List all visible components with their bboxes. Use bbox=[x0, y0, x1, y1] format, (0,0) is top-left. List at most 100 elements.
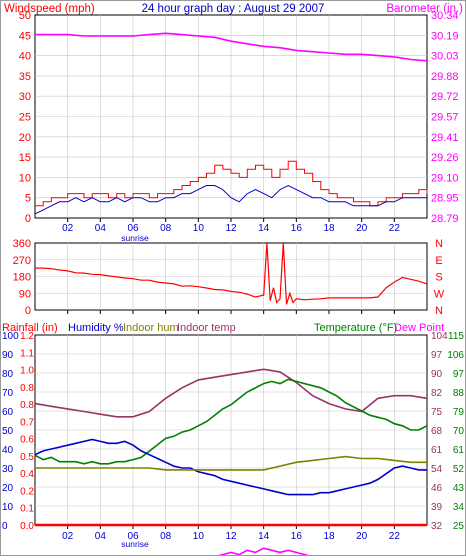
y-tick-label-humidity: 100 bbox=[2, 331, 19, 342]
y-tick-label-wind: 10 bbox=[19, 172, 31, 184]
y-tick-label-humidity: 0 bbox=[2, 521, 8, 532]
y-tick-label-baro: 29.10 bbox=[431, 172, 459, 184]
y-tick-label-humidity: 50 bbox=[2, 426, 14, 437]
y-tick-label-temperature: 52 bbox=[453, 464, 465, 475]
y-tick-label-indoor-temp: 46 bbox=[431, 483, 443, 494]
y-tick-label-baro: 29.72 bbox=[431, 91, 459, 103]
x-tick-label: 22 bbox=[389, 223, 401, 234]
series-line-wind-gust bbox=[35, 160, 428, 207]
y-tick-label-temperature: 106 bbox=[447, 350, 464, 361]
y-tick-label-humidity: 90 bbox=[2, 350, 14, 361]
y-tick-label-rain: 0.4 bbox=[20, 469, 34, 480]
rainfall-axis-label: Rainfall (in) bbox=[2, 322, 58, 334]
y-tick-label-wind: 0 bbox=[25, 213, 31, 225]
y-tick-label-rain: 0.7 bbox=[20, 417, 34, 428]
y-tick-label-humidity: 60 bbox=[2, 407, 14, 418]
compass-label: S bbox=[435, 272, 442, 284]
y-tick-label-direction: 270 bbox=[13, 255, 31, 267]
y-tick-label-baro: 28.95 bbox=[431, 193, 459, 205]
series-line-indoor-humidity bbox=[35, 455, 427, 471]
y-tick-label-humidity: 20 bbox=[2, 483, 14, 494]
x-tick-label: 18 bbox=[323, 223, 335, 234]
compass-label: E bbox=[435, 255, 442, 267]
x-tick-label: 08 bbox=[160, 223, 172, 234]
dewpoint-axis-label: Dew Point bbox=[394, 322, 444, 334]
series-line-wind-direction bbox=[35, 242, 428, 305]
compass-label: N bbox=[435, 305, 443, 317]
y-tick-label-humidity: 40 bbox=[2, 445, 14, 456]
barometer-axis-label: Barometer (in.) bbox=[386, 3, 463, 15]
x-tick-label: 20 bbox=[356, 531, 368, 542]
x-tick-label: 14 bbox=[258, 223, 270, 234]
x-tick-label: 16 bbox=[291, 531, 303, 542]
y-tick-label-temperature: 25 bbox=[453, 521, 465, 532]
y-tick-label-indoor-temp: 32 bbox=[431, 521, 443, 532]
x-tick-label: 10 bbox=[193, 223, 205, 234]
y-tick-label-temperature: 70 bbox=[453, 426, 465, 437]
y-tick-label-indoor-temp: 90 bbox=[431, 369, 443, 380]
series-line-humidity bbox=[34, 438, 427, 496]
y-tick-label-temperature: 79 bbox=[453, 407, 465, 418]
compass-label: W bbox=[434, 288, 445, 300]
sunrise-label-top: sunrise bbox=[121, 233, 149, 243]
y-tick-label-direction: 180 bbox=[13, 272, 31, 284]
y-tick-label-indoor-temp: 97 bbox=[431, 350, 443, 361]
sunrise-label-bottom: sunrise bbox=[121, 539, 149, 549]
y-tick-label-wind: 45 bbox=[19, 30, 31, 42]
indoor-temp-axis-label: Indoor temp bbox=[177, 322, 236, 334]
y-tick-label-indoor-temp: 61 bbox=[431, 445, 443, 456]
y-tick-label-temperature: 61 bbox=[453, 445, 465, 456]
y-tick-label-wind: 35 bbox=[19, 71, 31, 83]
temperature-axis-label: Temperature (°F) bbox=[314, 322, 397, 334]
y-tick-label-rain: 0.6 bbox=[20, 435, 34, 446]
x-tick-label: 20 bbox=[356, 223, 368, 234]
x-tick-label: 08 bbox=[160, 531, 172, 542]
y-tick-label-baro: 29.57 bbox=[431, 112, 459, 124]
y-tick-label-temperature: 88 bbox=[453, 388, 465, 399]
x-tick-label: 12 bbox=[225, 531, 237, 542]
y-tick-label-baro: 30.19 bbox=[431, 30, 459, 42]
y-tick-label-baro: 29.26 bbox=[431, 152, 459, 164]
x-tick-label: 02 bbox=[62, 223, 74, 234]
windspeed-axis-label: Windspeed (mph) bbox=[4, 3, 95, 15]
series-line-dew-point bbox=[182, 547, 346, 560]
y-tick-label-direction: 90 bbox=[19, 288, 31, 300]
y-tick-label-indoor-temp: 75 bbox=[431, 407, 443, 418]
x-tick-label: 10 bbox=[193, 531, 205, 542]
y-tick-label-wind: 5 bbox=[25, 193, 31, 205]
y-tick-label-baro: 29.88 bbox=[431, 71, 459, 83]
y-tick-label-rain: 0.0 bbox=[20, 521, 34, 532]
indoor-hum-axis-label: Indoor hum bbox=[123, 322, 179, 334]
x-tick-label: 04 bbox=[95, 223, 107, 234]
y-tick-label-indoor-temp: 104 bbox=[431, 331, 448, 342]
x-tick-label: 22 bbox=[389, 531, 401, 542]
x-tick-label: 06 bbox=[127, 223, 139, 234]
x-tick-label: 16 bbox=[291, 223, 303, 234]
y-tick-label-humidity: 70 bbox=[2, 388, 14, 399]
y-tick-label-rain: 0.2 bbox=[20, 486, 34, 497]
y-tick-label-baro: 29.41 bbox=[431, 132, 459, 144]
y-tick-label-baro: 28.79 bbox=[431, 213, 459, 225]
y-tick-label-rain: 0.5 bbox=[20, 452, 34, 463]
x-tick-label: 02 bbox=[62, 531, 74, 542]
y-tick-label-indoor-temp: 54 bbox=[431, 464, 443, 475]
x-tick-label: 18 bbox=[323, 531, 335, 542]
y-tick-label-direction: 360 bbox=[13, 238, 31, 250]
y-tick-label-wind: 25 bbox=[19, 112, 31, 124]
y-tick-label-rain: 0.8 bbox=[20, 400, 34, 411]
x-tick-label: 04 bbox=[95, 531, 107, 542]
y-tick-label-wind: 20 bbox=[19, 132, 31, 144]
y-tick-label-baro: 30.34 bbox=[431, 10, 459, 22]
y-tick-label-temperature: 97 bbox=[453, 369, 465, 380]
y-tick-label-rain: 1.2 bbox=[20, 331, 34, 342]
x-tick-label: 12 bbox=[225, 223, 237, 234]
series-line-wind-speed bbox=[34, 184, 427, 215]
y-tick-label-rain: 0.1 bbox=[20, 504, 34, 515]
y-tick-label-rain: 1.0 bbox=[20, 366, 34, 377]
compass-label: N bbox=[435, 238, 443, 250]
y-tick-label-indoor-temp: 39 bbox=[431, 502, 443, 513]
y-tick-label-humidity: 80 bbox=[2, 369, 14, 380]
y-tick-label-indoor-temp: 68 bbox=[431, 426, 443, 437]
